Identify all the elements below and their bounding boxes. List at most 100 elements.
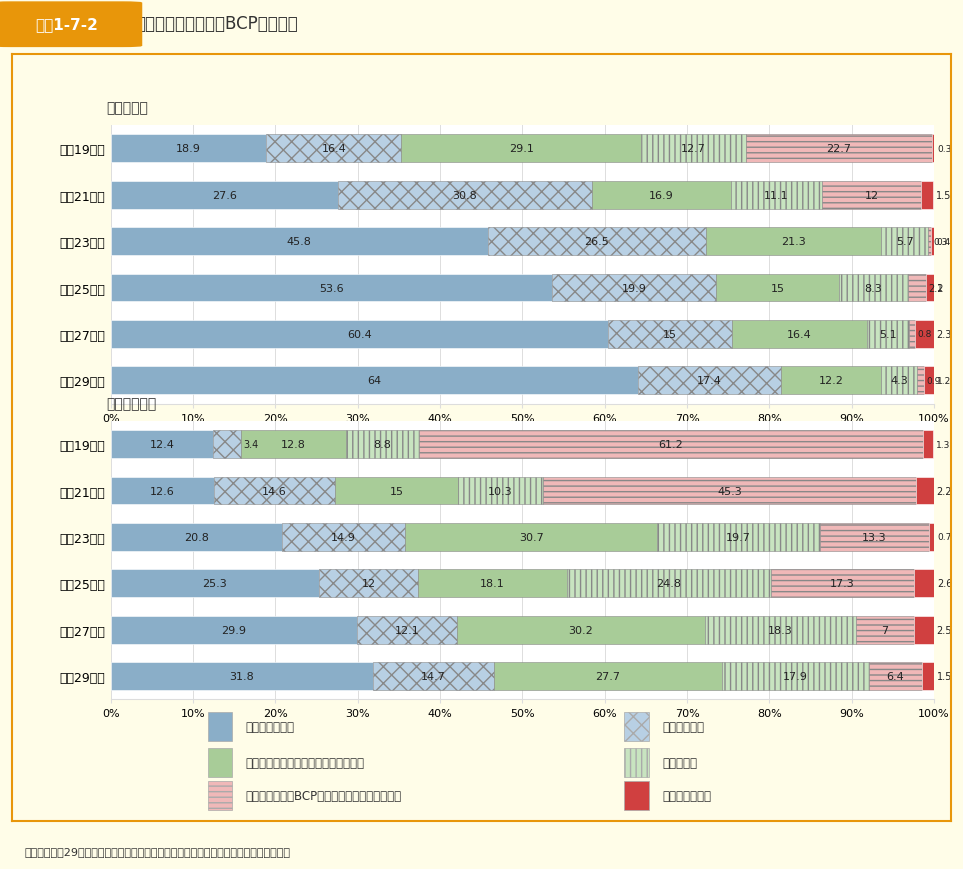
Text: その他・無回答: その他・無回答 [663, 789, 711, 802]
Text: 12.1: 12.1 [395, 625, 419, 635]
Bar [591, 182, 731, 209]
Bar [608, 321, 732, 348]
Text: 7: 7 [881, 625, 888, 635]
Text: 予定はない: 予定はない [663, 756, 697, 769]
Bar [881, 228, 928, 255]
Text: 18.9: 18.9 [176, 144, 201, 154]
Text: 29.1: 29.1 [508, 144, 534, 154]
Bar [908, 275, 925, 302]
Text: 45.3: 45.3 [717, 486, 742, 496]
Bar [908, 321, 915, 348]
Text: 1.2: 1.2 [937, 376, 950, 386]
Bar [373, 662, 494, 690]
Text: 2.6: 2.6 [937, 579, 952, 588]
Bar [931, 228, 934, 255]
Text: 図表1-7-2: 図表1-7-2 [36, 17, 98, 31]
Text: 大企業と中堅企業のBCP策定状況: 大企業と中堅企業のBCP策定状況 [135, 15, 298, 33]
Text: 27.6: 27.6 [212, 190, 237, 201]
Text: 1.5: 1.5 [937, 672, 952, 681]
Text: 1.3: 1.3 [936, 440, 950, 449]
Text: 27.7: 27.7 [595, 672, 620, 681]
Bar [111, 570, 319, 598]
Bar [241, 431, 347, 459]
Bar [267, 136, 402, 163]
Text: 0.8: 0.8 [918, 330, 932, 339]
Text: 60.4: 60.4 [347, 329, 372, 340]
Bar [111, 228, 488, 255]
Text: 61.2: 61.2 [659, 440, 683, 449]
Bar [111, 321, 608, 348]
Text: 20.8: 20.8 [184, 533, 209, 542]
Bar [706, 228, 881, 255]
Bar [488, 228, 706, 255]
Text: 18.1: 18.1 [480, 579, 505, 588]
Text: 6.4: 6.4 [887, 672, 904, 681]
Bar [820, 523, 929, 551]
Text: 30.7: 30.7 [519, 533, 543, 542]
Bar [111, 182, 338, 209]
Text: 2.2: 2.2 [928, 283, 944, 293]
Text: 12.4: 12.4 [149, 440, 174, 449]
Text: 53.6: 53.6 [319, 283, 344, 293]
Bar [641, 136, 745, 163]
Bar [869, 662, 922, 690]
Bar [357, 616, 456, 644]
Text: 24.8: 24.8 [657, 579, 682, 588]
Text: 17.4: 17.4 [697, 376, 722, 386]
Text: 2.5: 2.5 [937, 625, 952, 635]
Text: 16.4: 16.4 [322, 144, 347, 154]
Text: 0.9: 0.9 [926, 376, 941, 386]
Text: 12.8: 12.8 [281, 440, 306, 449]
Bar [924, 367, 934, 395]
Text: 31.8: 31.8 [229, 672, 254, 681]
Bar [867, 321, 908, 348]
Bar [111, 616, 357, 644]
Bar [917, 367, 924, 395]
Text: 策定を予定している（検討中を含む）: 策定を予定している（検討中を含む） [246, 756, 365, 769]
Bar [213, 431, 241, 459]
Bar [111, 136, 267, 163]
Text: 30.2: 30.2 [568, 625, 593, 635]
Text: 15: 15 [389, 486, 403, 496]
Bar [111, 523, 282, 551]
Bar [402, 136, 641, 163]
Text: 5.1: 5.1 [879, 329, 897, 340]
Bar [282, 523, 404, 551]
Text: 29.9: 29.9 [221, 625, 247, 635]
Bar [494, 662, 721, 690]
Text: 3.4: 3.4 [244, 440, 258, 449]
Bar [111, 431, 213, 459]
Bar [916, 477, 934, 505]
Bar [543, 477, 916, 505]
Bar [215, 477, 335, 505]
Bar [624, 748, 649, 777]
Text: 【大企業】: 【大企業】 [107, 101, 148, 115]
Text: 0.7: 0.7 [937, 533, 951, 542]
Bar [552, 275, 716, 302]
Bar [638, 367, 781, 395]
Text: 10.3: 10.3 [488, 486, 513, 496]
Text: 64: 64 [367, 376, 381, 386]
FancyBboxPatch shape [0, 3, 142, 48]
Bar [335, 477, 458, 505]
Bar [923, 431, 933, 459]
Bar [932, 136, 935, 163]
Text: 16.4: 16.4 [787, 329, 812, 340]
Text: 45.8: 45.8 [287, 237, 312, 247]
Bar [338, 182, 591, 209]
Bar [458, 477, 543, 505]
Bar [208, 713, 232, 741]
Bar [925, 275, 934, 302]
Bar [840, 275, 908, 302]
Text: 5.7: 5.7 [896, 237, 914, 247]
Text: 19.9: 19.9 [621, 283, 646, 293]
Text: 12.7: 12.7 [681, 144, 706, 154]
Bar [781, 367, 881, 395]
Text: 12.2: 12.2 [819, 376, 844, 386]
Text: 14.7: 14.7 [421, 672, 446, 681]
Bar [745, 136, 932, 163]
Text: 11.1: 11.1 [764, 190, 789, 201]
Text: 12: 12 [361, 579, 376, 588]
Text: 13.3: 13.3 [862, 533, 887, 542]
Bar [456, 616, 705, 644]
